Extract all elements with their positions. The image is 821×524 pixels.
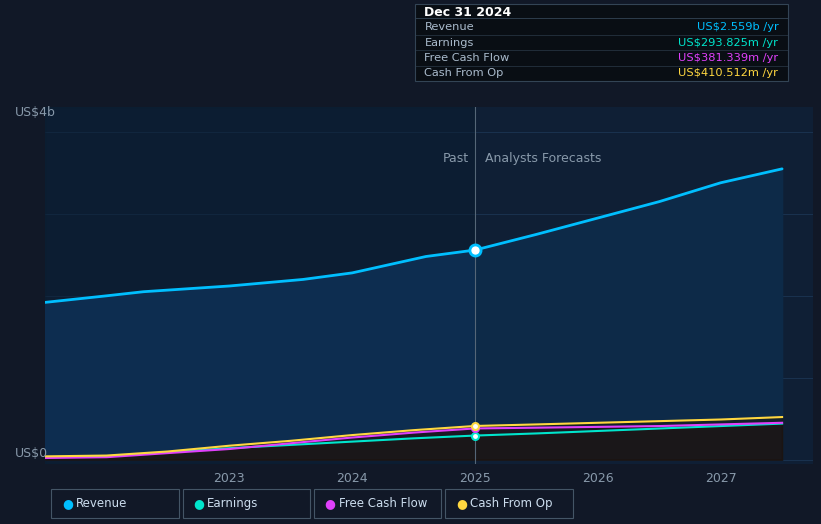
Text: Earnings: Earnings bbox=[424, 38, 474, 48]
Text: Past: Past bbox=[443, 152, 469, 166]
Bar bbox=[45, 107, 475, 464]
Text: Revenue: Revenue bbox=[76, 497, 127, 510]
Text: Dec 31 2024: Dec 31 2024 bbox=[424, 6, 511, 19]
Text: US$381.339m /yr: US$381.339m /yr bbox=[678, 53, 778, 63]
Text: US$410.512m /yr: US$410.512m /yr bbox=[678, 69, 778, 79]
Text: Free Cash Flow: Free Cash Flow bbox=[338, 497, 427, 510]
Text: Analysts Forecasts: Analysts Forecasts bbox=[485, 152, 601, 166]
Text: Cash From Op: Cash From Op bbox=[470, 497, 553, 510]
Text: Free Cash Flow: Free Cash Flow bbox=[424, 53, 510, 63]
Text: US$4b: US$4b bbox=[15, 106, 56, 119]
Text: US$2.559b /yr: US$2.559b /yr bbox=[696, 22, 778, 32]
Text: ●: ● bbox=[325, 497, 336, 510]
Text: ●: ● bbox=[194, 497, 204, 510]
Text: US$293.825m /yr: US$293.825m /yr bbox=[678, 38, 778, 48]
Text: US$0: US$0 bbox=[15, 447, 48, 460]
Text: Revenue: Revenue bbox=[424, 22, 474, 32]
Text: Earnings: Earnings bbox=[208, 497, 259, 510]
Text: ●: ● bbox=[456, 497, 467, 510]
Text: ●: ● bbox=[62, 497, 73, 510]
Text: Cash From Op: Cash From Op bbox=[424, 69, 504, 79]
